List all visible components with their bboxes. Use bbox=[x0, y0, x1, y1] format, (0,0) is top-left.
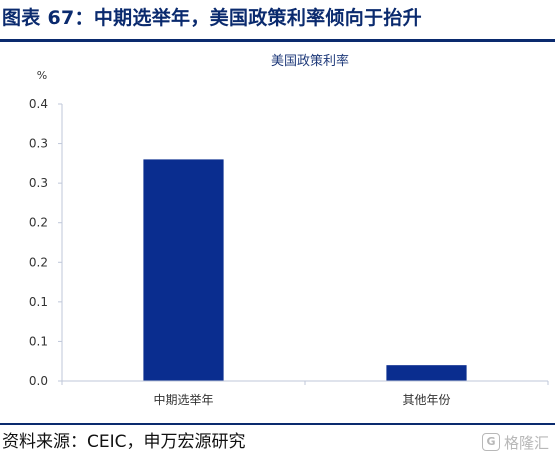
watermark-text: 格隆汇 bbox=[503, 433, 549, 452]
x-category-label: 中期选举年 bbox=[153, 392, 213, 407]
y-tick-label: 0.3 bbox=[29, 176, 48, 190]
y-tick-label: 0.1 bbox=[29, 295, 48, 309]
footer-divider bbox=[0, 423, 555, 425]
y-tick-label: 0.3 bbox=[29, 137, 48, 151]
y-tick-label: 0.2 bbox=[29, 216, 48, 230]
bar-2 bbox=[386, 365, 467, 381]
x-axis: 中期选举年 其他年份 bbox=[61, 380, 549, 407]
y-tick-label: 0.0 bbox=[29, 374, 48, 388]
watermark: G 格隆汇 bbox=[481, 429, 549, 455]
y-axis: 0.0 0.1 0.1 0.2 0.2 0.3 0.3 0.4 bbox=[29, 97, 63, 388]
figure-title: 图表 67：中期选举年，美国政策利率倾向于抬升 bbox=[2, 7, 422, 29]
y-tick-label: 0.2 bbox=[29, 255, 48, 269]
y-tick-label: 0.4 bbox=[29, 97, 48, 111]
gelonghui-logo-icon: G bbox=[481, 433, 500, 451]
y-axis-unit: % bbox=[37, 69, 47, 82]
chart-title: 美国政策利率 bbox=[271, 53, 349, 69]
y-tick-label: 0.1 bbox=[29, 334, 48, 348]
title-divider bbox=[0, 39, 555, 42]
bars bbox=[143, 159, 467, 381]
x-category-label: 其他年份 bbox=[402, 393, 450, 407]
source-note: 资料来源：CEIC，申万宏源研究 bbox=[2, 432, 246, 452]
bar-chart: 美国政策利率 % 0.0 0.1 0.1 0.2 0.2 0.3 0.3 0.4 中期选举年 其… bbox=[29, 53, 549, 407]
bar-1 bbox=[143, 159, 224, 381]
